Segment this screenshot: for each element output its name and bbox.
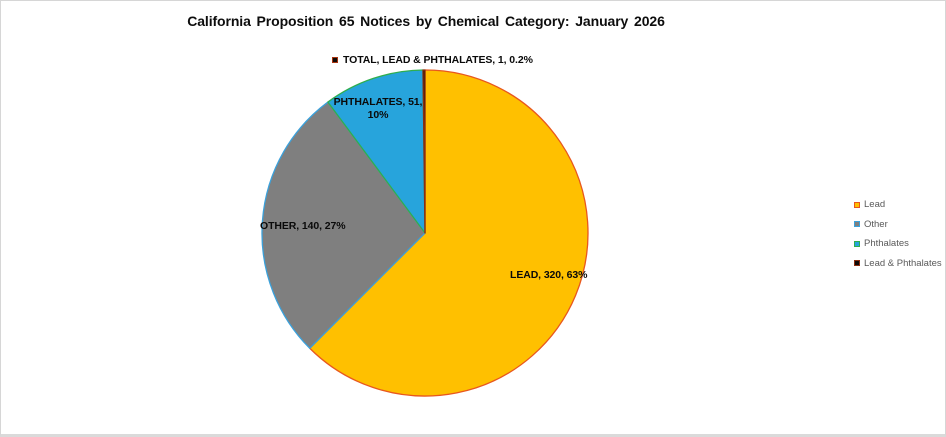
data-label-total-lead-phthalates-text: TOTAL, LEAD & PHTHALATES, 1, 0.2% bbox=[343, 54, 533, 66]
legend-item-phthalates: Phthalates bbox=[854, 237, 942, 250]
pie-slice-lead bbox=[309, 69, 589, 397]
legend-item-lead: Lead bbox=[854, 198, 942, 211]
legend-item-lead-phthalates: Lead & Phthalates bbox=[854, 257, 942, 270]
pie-slice-lead-phthalates bbox=[422, 69, 426, 234]
legend-label-phthalates: Phthalates bbox=[864, 238, 909, 249]
pie-slice-other bbox=[261, 101, 426, 349]
legend-item-other: Other bbox=[854, 218, 942, 231]
legend-label-lead-phthalates: Lead & Phthalates bbox=[864, 257, 942, 269]
legend-swatch-lead-phthalates-icon bbox=[854, 260, 860, 266]
legend-label-other: Other bbox=[864, 218, 888, 230]
data-label-lead: LEAD, 320, 63% bbox=[510, 269, 588, 281]
legend-swatch-other-icon bbox=[854, 221, 860, 227]
legend-swatch-lead-icon bbox=[854, 201, 860, 208]
legend-label-lead: Lead bbox=[864, 199, 886, 210]
data-label-total-lead-phthalates: TOTAL, LEAD & PHTHALATES, 1, 0.2% bbox=[332, 54, 533, 66]
chart-legend: Lead Other Phthalates Lead & Phthalates bbox=[854, 198, 942, 276]
chart-title: California Proposition 65 Notices by Che… bbox=[187, 13, 665, 29]
legend-swatch-phthalates-icon bbox=[854, 240, 860, 247]
pie-slice-phthalates bbox=[327, 69, 426, 234]
total-lead-phthalates-key-icon bbox=[332, 57, 338, 63]
data-label-phthalates: PHTHALATES, 51, 10% bbox=[333, 96, 423, 121]
data-label-other: OTHER, 140, 27% bbox=[260, 220, 346, 232]
